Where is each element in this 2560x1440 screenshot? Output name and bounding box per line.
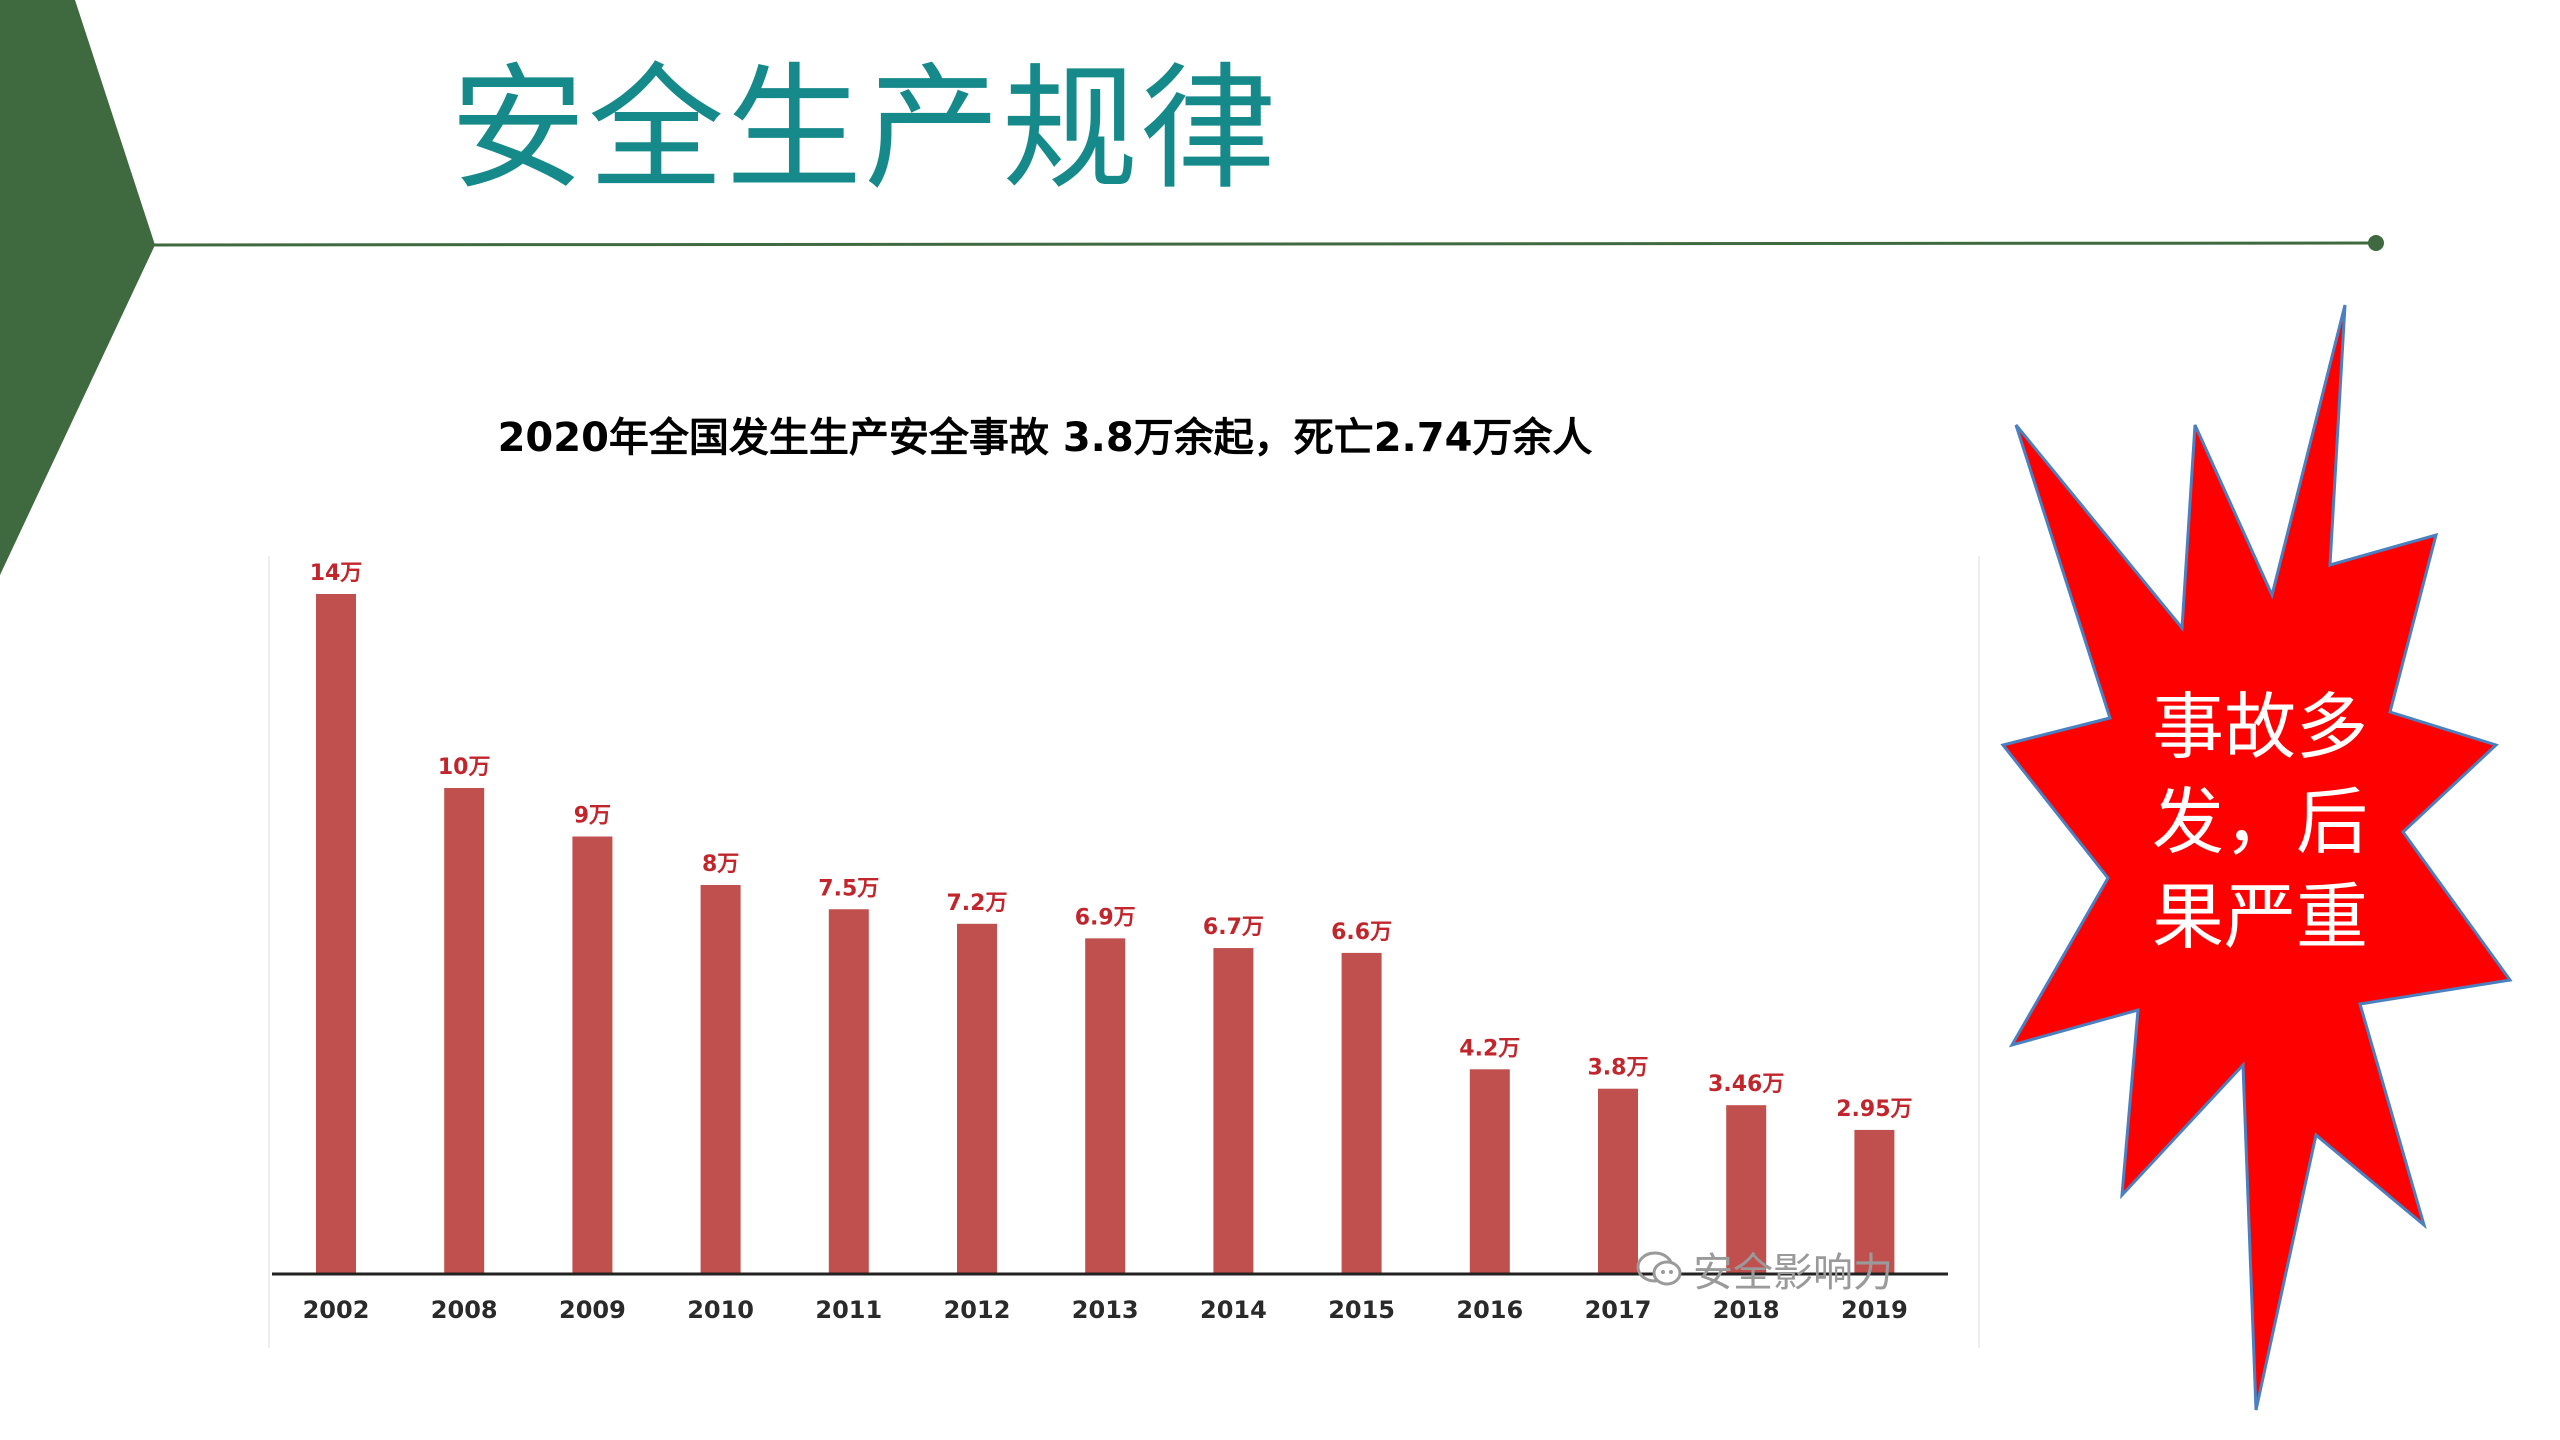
x-tick-label-2008: 2008 <box>431 1296 498 1324</box>
x-tick-label-2018: 2018 <box>1713 1296 1780 1324</box>
x-tick-label-2014: 2014 <box>1200 1296 1267 1324</box>
left-chevron-decoration <box>0 0 155 575</box>
data-label-2016: 4.2万 <box>1459 1036 1520 1061</box>
watermark-text: 安全影响力 <box>1693 1250 1893 1296</box>
data-label-2010: 8万 <box>702 852 739 877</box>
x-tick-label-2019: 2019 <box>1841 1296 1908 1324</box>
callout-line: 事故多 <box>2151 685 2368 769</box>
x-tick-label-2015: 2015 <box>1328 1296 1395 1324</box>
chart-subtitle: 2020年全国发生生产安全事故 3.8万余起，死亡2.74万余人 <box>497 415 1593 461</box>
bar-2012 <box>957 923 997 1273</box>
bar-2016 <box>1469 1069 1510 1273</box>
data-label-2018: 3.46万 <box>1708 1072 1784 1097</box>
chart-panel: 14万 10万 9万 8万 7.5万 7.2万 6.9万 6.7万 6.6万 4.2万 3.8万 3.… <box>268 556 1980 1348</box>
bar-2010 <box>700 885 741 1273</box>
x-tick-label-2010: 2010 <box>687 1296 754 1324</box>
watermark: 安全影响力 <box>1635 1240 1893 1298</box>
data-label-2008: 10万 <box>438 755 491 780</box>
data-label-2011: 7.5万 <box>818 876 879 901</box>
x-tick-label-2013: 2013 <box>1072 1296 1139 1324</box>
data-label-2019: 2.95万 <box>1836 1097 1912 1122</box>
x-tick-label-2012: 2012 <box>944 1296 1011 1324</box>
data-label-2002: 14万 <box>310 561 363 586</box>
x-tick-label-2009: 2009 <box>559 1296 626 1324</box>
title-divider <box>149 235 2384 251</box>
x-tick-label-2002: 2002 <box>303 1296 370 1324</box>
bar-2019 <box>1854 1129 1895 1273</box>
bar-2014 <box>1213 948 1254 1273</box>
bar-2002 <box>316 594 356 1273</box>
x-tick-label-2011: 2011 <box>815 1296 882 1324</box>
callout-text: 事故多 发，后 果严重 <box>2110 680 2410 965</box>
bar-2017 <box>1598 1088 1638 1273</box>
data-label-2012: 7.2万 <box>947 891 1008 916</box>
divider-end-dot <box>2368 235 2384 251</box>
bar-2009 <box>572 836 613 1273</box>
bar-chart: 14万 10万 9万 8万 7.5万 7.2万 6.9万 6.7万 6.6万 4.2万 3.8万 3.… <box>272 561 1948 1324</box>
bar-2015 <box>1341 952 1382 1273</box>
bar-2013 <box>1085 938 1126 1273</box>
bar-2011 <box>828 909 869 1273</box>
bar-2008 <box>444 788 485 1273</box>
page-title: 安全生产规律 <box>450 51 1278 209</box>
chart-panel-left-edge <box>268 556 270 1348</box>
callout-line: 果严重 <box>2151 875 2368 959</box>
bar-2018 <box>1726 1105 1767 1273</box>
data-label-2015: 6.6万 <box>1331 920 1392 945</box>
chart-panel-right-edge <box>1978 556 1980 1348</box>
x-tick-label-2016: 2016 <box>1456 1296 1523 1324</box>
wechat-icon <box>1636 1251 1682 1286</box>
starburst-shape <box>2000 304 2513 1411</box>
data-label-2014: 6.7万 <box>1203 915 1264 940</box>
x-tick-label-2017: 2017 <box>1585 1296 1652 1324</box>
data-label-2013: 6.9万 <box>1075 905 1136 930</box>
data-label-2009: 9万 <box>574 804 611 829</box>
callout-line: 发，后 <box>2151 780 2368 864</box>
data-label-2017: 3.8万 <box>1588 1056 1649 1081</box>
